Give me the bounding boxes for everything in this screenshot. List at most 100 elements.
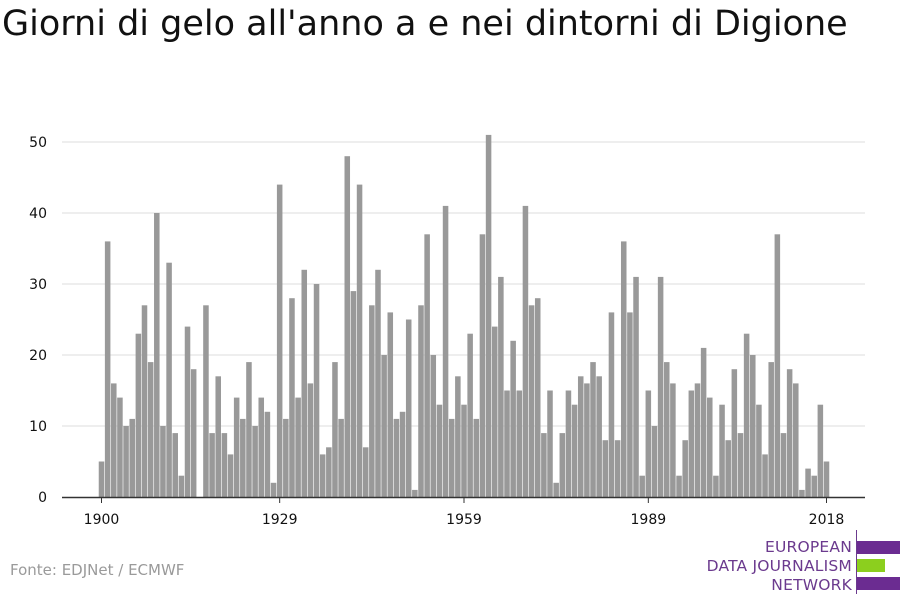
bar-1921 [227, 454, 234, 497]
bar-1972 [541, 433, 547, 497]
bar-1913 [178, 475, 185, 497]
bar-1936 [319, 454, 326, 497]
bar-1997 [694, 383, 701, 497]
bar-1907 [141, 305, 148, 497]
bar-1932 [295, 397, 301, 497]
bar-1984 [614, 440, 621, 497]
y-tick-label: 20 [29, 348, 47, 364]
bar-1983 [608, 312, 615, 497]
bar-1975 [559, 433, 566, 497]
bar-2009 [768, 362, 774, 497]
chart-title: Giorni di gelo all'anno a e nei dintorni… [2, 4, 848, 44]
bar-1988 [639, 475, 645, 497]
bar-1944 [369, 305, 375, 497]
bar-1915 [190, 369, 197, 497]
bar-1985 [620, 241, 627, 497]
bar-1946 [381, 355, 387, 497]
edjnet-logo: EUROPEAN DATA JOURNALISM NETWORK [700, 528, 900, 594]
bar-1900 [98, 461, 105, 497]
bar-1937 [326, 447, 332, 497]
bar-1952 [418, 305, 424, 497]
bar-1957 [448, 418, 455, 497]
bar-1954 [430, 355, 437, 497]
bar-1951 [412, 489, 418, 497]
x-tick-label: 2018 [809, 512, 845, 528]
bar-1967 [510, 340, 516, 497]
bar-1976 [565, 390, 572, 497]
bar-1991 [657, 276, 664, 497]
bar-1923 [240, 418, 246, 497]
bar-1977 [571, 404, 578, 497]
bar-1911 [166, 262, 172, 497]
bar-1955 [436, 404, 443, 497]
bar-1953 [424, 234, 430, 498]
bar-1969 [522, 205, 529, 497]
bar-2010 [774, 234, 781, 498]
bar-1938 [332, 362, 338, 497]
bar-1986 [627, 312, 633, 497]
bar-2015 [805, 468, 811, 497]
bar-1948 [393, 418, 400, 497]
bar-1949 [399, 411, 406, 497]
bar-1942 [356, 184, 363, 497]
y-axis-ticks: 0 10 20 30 40 50 [29, 135, 47, 506]
bar-2003 [731, 369, 738, 497]
bar-1931 [289, 298, 295, 497]
bar-1994 [676, 475, 682, 497]
bar-1914 [184, 326, 191, 497]
y-tick-label: 40 [29, 206, 47, 222]
bar-1990 [651, 426, 658, 497]
bar-1992 [663, 362, 670, 497]
bar-1980 [590, 362, 596, 497]
logo-bar-purple-top [857, 541, 900, 554]
bar-1982 [602, 440, 609, 497]
y-tick-label: 50 [29, 135, 47, 151]
logo-bar-purple-bottom [857, 577, 900, 590]
bar-1933 [301, 269, 308, 497]
bar-1998 [700, 347, 707, 497]
source-note: Fonte: EDJNet / ECMWF [10, 561, 185, 579]
bar-1919 [215, 376, 221, 497]
bar-1947 [387, 312, 394, 497]
bar-1901 [104, 241, 111, 497]
bar-1920 [221, 433, 228, 497]
bar-1950 [405, 319, 412, 497]
bar-1943 [362, 447, 369, 497]
bar-1970 [528, 305, 535, 497]
bar-1930 [283, 418, 289, 497]
bar-2005 [743, 333, 750, 497]
bar-2011 [780, 433, 787, 497]
x-tick-label: 1900 [84, 512, 120, 528]
bar-1973 [547, 390, 553, 497]
bar-1935 [313, 284, 320, 497]
bar-series [98, 134, 830, 498]
bar-1912 [172, 433, 178, 497]
bar-1906 [135, 333, 142, 497]
bar-1929 [276, 184, 283, 497]
logo-separator [856, 530, 857, 594]
x-axis-ticks: 1900 1929 1959 1989 2018 [84, 497, 845, 528]
bar-1995 [682, 440, 688, 497]
bar-2006 [750, 355, 756, 497]
bar-2002 [725, 440, 731, 497]
x-tick-label: 1929 [262, 512, 298, 528]
logo-line-3: NETWORK [771, 576, 852, 594]
bar-1968 [516, 390, 523, 497]
bar-1910 [160, 426, 166, 497]
y-tick-label: 10 [29, 419, 47, 435]
bar-1904 [123, 426, 129, 497]
bar-1903 [117, 397, 123, 497]
bar-1996 [688, 390, 695, 497]
logo-line-1: EUROPEAN [764, 538, 852, 556]
bar-1989 [645, 390, 652, 497]
bar-1956 [442, 205, 449, 497]
bar-1941 [350, 291, 357, 497]
bar-2013 [793, 383, 799, 497]
bar-2014 [799, 489, 805, 497]
bar-2008 [762, 454, 768, 497]
bar-1966 [504, 390, 510, 497]
bar-1928 [270, 482, 277, 497]
bar-1965 [498, 276, 504, 497]
x-tick-label: 1959 [446, 512, 482, 528]
